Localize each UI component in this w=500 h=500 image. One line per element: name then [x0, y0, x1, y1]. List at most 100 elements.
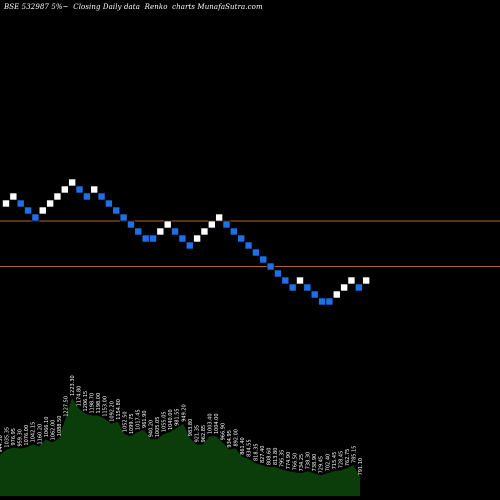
volume-label-6: 1160.20 — [37, 424, 43, 445]
renko-brick-11-down — [83, 192, 91, 201]
volume-label-17: 1092.20 — [109, 401, 115, 422]
volume-label-55: 791.10 — [358, 458, 364, 476]
volume-label-43: 795.35 — [279, 450, 285, 468]
volume-label-19: 1052.50 — [122, 411, 128, 432]
volume-label-14: 1198.70 — [90, 393, 96, 414]
volume-label-7: 1066.10 — [44, 417, 50, 438]
reference-line-layer — [0, 220, 500, 267]
volume-label-36: 892.00 — [234, 429, 240, 447]
renko-brick-10-down — [75, 185, 84, 194]
renko-brick-29-up — [215, 213, 223, 222]
renko-brick-31-down — [230, 227, 238, 236]
volume-label-34: 966.90 — [221, 423, 227, 441]
renko-brick-47-up — [347, 276, 356, 285]
volume-label-50: 702.40 — [325, 454, 331, 472]
volume-label-16: 1153.00 — [103, 396, 109, 417]
renko-brick-33-down — [244, 241, 253, 250]
volume-label-25: 1055.05 — [162, 411, 168, 432]
renko-brick-23-down — [171, 227, 179, 236]
volume-label-13: 1206.15 — [83, 391, 89, 412]
volume-label-39: 818.35 — [253, 443, 259, 461]
renko-brick-19-down — [141, 234, 150, 243]
renko-brick-37-down — [274, 269, 282, 278]
volume-label-37: 861.40 — [240, 437, 246, 455]
renko-brick-5-up — [38, 206, 47, 215]
volume-label-48: 738.90 — [312, 454, 318, 472]
volume-label-5: 1042.15 — [31, 422, 37, 443]
renko-brick-14-down — [105, 199, 113, 208]
volume-label-54: 785.15 — [351, 446, 357, 464]
renko-brick-28-up — [208, 220, 216, 229]
volume-label-4: 1076.00 — [24, 425, 30, 446]
renko-brick-9-up — [68, 178, 76, 187]
volume-label-42: 813.80 — [273, 448, 279, 466]
renko-brick-6-up — [46, 199, 54, 208]
renko-brick-24-down — [178, 234, 187, 243]
renko-brick-26-up — [193, 234, 201, 243]
renko-brick-27-up — [200, 227, 209, 236]
volume-label-27: 981.55 — [175, 408, 181, 426]
renko-brick-40-up — [296, 276, 304, 285]
volume-label-2: 976.95 — [11, 428, 17, 446]
renko-brick-15-down — [112, 206, 121, 215]
volume-label-35: 934.95 — [227, 430, 233, 448]
renko-brick-12-up — [90, 185, 98, 194]
volume-label-26: 1040.00 — [168, 409, 174, 430]
volume-label-49: 729.45 — [319, 456, 325, 474]
brick-layer — [2, 178, 370, 306]
volume-label-33: 1004.00 — [214, 413, 220, 434]
renko-brick-22-up — [163, 220, 172, 229]
volume-label-41: 808.60 — [266, 448, 272, 466]
volume-label-52: 728.45 — [338, 451, 344, 469]
volume-label-3: 959.30 — [18, 429, 24, 447]
chart-title: BSE 532987 5%~ Closing Daily data Renko … — [4, 3, 263, 11]
renko-brick-38-down — [281, 276, 290, 285]
volume-label-12: 1174.80 — [77, 386, 83, 407]
renko-brick-32-down — [237, 234, 245, 243]
volume-label-44: 774.90 — [286, 452, 292, 470]
volume-label-30: 921.35 — [194, 425, 200, 443]
renko-brick-2-down — [16, 199, 25, 208]
renko-brick-34-down — [252, 248, 260, 257]
renko-brick-43-down — [318, 297, 326, 306]
volume-label-0: 944.50 — [0, 435, 4, 453]
renko-brick-45-up — [332, 290, 341, 299]
volume-label-22: 961.90 — [142, 410, 148, 428]
volume-label-23: 940.20 — [149, 420, 155, 438]
renko-brick-4-down — [31, 213, 40, 222]
renko-brick-44-down — [325, 297, 334, 306]
volume-label-46: 734.25 — [299, 454, 305, 472]
volume-label-51: 715.45 — [332, 452, 338, 470]
volume-label-45: 766.50 — [293, 453, 299, 471]
renko-brick-7-up — [53, 192, 62, 201]
renko-brick-49-up — [362, 276, 370, 285]
renko-brick-18-down — [134, 227, 143, 236]
renko-brick-8-up — [60, 185, 69, 194]
volume-label-32: 1003.40 — [207, 413, 213, 434]
renko-brick-17-down — [127, 220, 135, 229]
volume-label-1: 1035.35 — [5, 427, 11, 448]
volume-label-47: 738.30 — [306, 452, 312, 470]
renko-brick-16-down — [119, 213, 128, 222]
renko-brick-21-up — [156, 227, 165, 236]
volume-area — [0, 398, 360, 496]
renko-brick-30-down — [222, 220, 231, 229]
renko-brick-0-up — [2, 199, 10, 208]
volume-label-31: 962.85 — [201, 425, 207, 443]
volume-label-18: 1154.80 — [116, 399, 122, 420]
renko-brick-46-up — [340, 283, 348, 292]
volume-label-24: 1005.05 — [155, 417, 161, 438]
renko-brick-48-down — [354, 283, 363, 292]
volume-layer: 944.50 1035.35 976.95 959.30 1076.00 1042.15 1… — [0, 375, 364, 496]
renko-brick-35-down — [259, 255, 268, 264]
volume-label-11: 1223.30 — [70, 375, 76, 396]
renko-brick-42-down — [310, 290, 319, 299]
renko-brick-20-down — [149, 234, 157, 243]
renko-brick-13-down — [97, 192, 106, 201]
renko-brick-36-down — [266, 262, 275, 271]
volume-label-29: 983.80 — [188, 419, 194, 437]
renko-brick-41-down — [303, 283, 312, 292]
renko-brick-1-up — [9, 192, 18, 201]
